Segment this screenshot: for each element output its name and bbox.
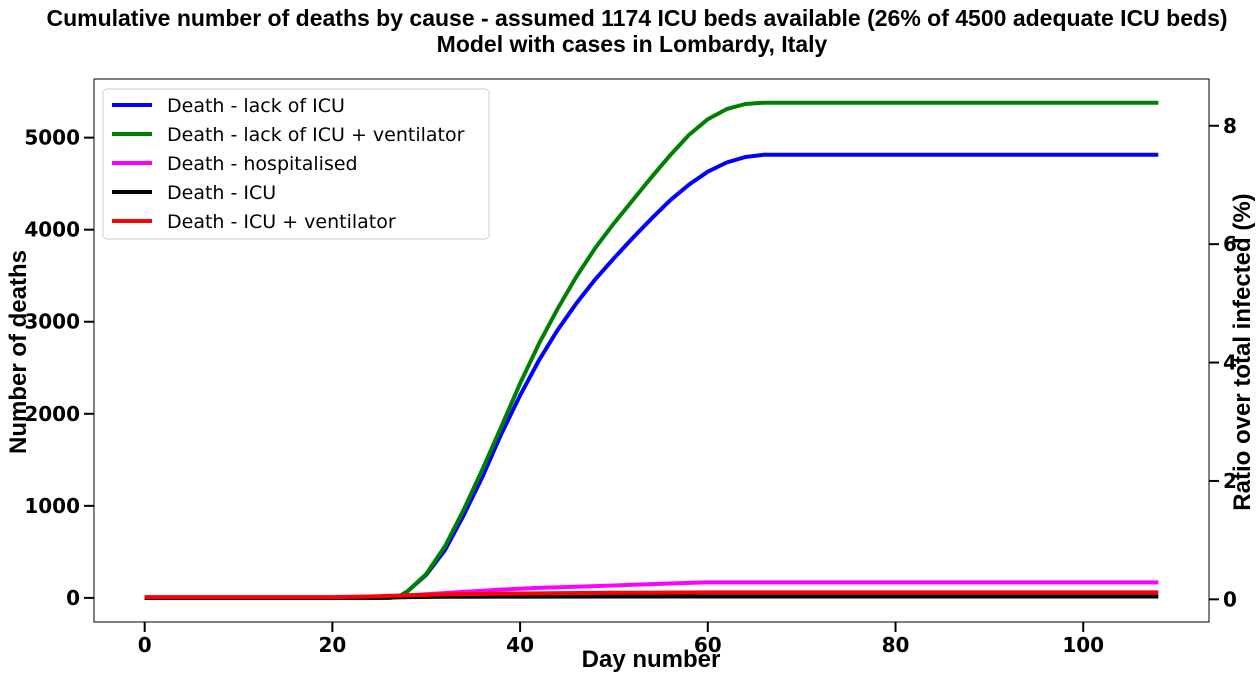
series-layer (144, 100, 1159, 600)
series-line-5 (144, 590, 1159, 600)
plot-frame (93, 78, 1210, 623)
series-line-2 (144, 100, 1159, 600)
legend-label-4: Death - ICU (167, 182, 276, 204)
chart-title: Cumulative number of deaths by cause - a… (46, 5, 1227, 31)
y2-tick-label: 8 (1223, 114, 1237, 138)
legend-box (102, 88, 490, 240)
legend: Death - lack of ICU Death - lack of ICU +… (102, 88, 490, 240)
y-tick-label: 2000 (24, 402, 80, 426)
y-tick-label: 5000 (24, 126, 80, 150)
x-tick-label: 40 (506, 633, 534, 657)
y-tick-label: 1000 (24, 494, 80, 518)
y-tick-label: 4000 (24, 218, 80, 242)
x-tick-label: 0 (138, 633, 152, 657)
legend-label-5: Death - ICU + ventilator (167, 211, 396, 233)
y-tick-label: 3000 (24, 310, 80, 334)
x-tick-label: 20 (318, 633, 346, 657)
y2-tick-label: 0 (1223, 587, 1237, 611)
y2-tick-label: 4 (1223, 351, 1237, 375)
y-tick-label: 0 (66, 586, 80, 610)
x-tick-label: 80 (882, 633, 910, 657)
y2-tick-label: 6 (1223, 232, 1237, 256)
chart-subtitle: Model with cases in Lombardy, Italy (437, 31, 828, 57)
x-tick-label: 100 (1062, 633, 1104, 657)
y-axis-label: Number of deaths (5, 250, 32, 454)
legend-label-3: Death - hospitalised (167, 153, 358, 175)
y2-axis-label: Ratio over total infected (%) (1229, 193, 1256, 510)
legend-label-1: Death - lack of ICU (167, 95, 345, 117)
x-axis-label: Day number (582, 646, 721, 673)
y2-tick-label: 2 (1223, 469, 1237, 493)
legend-label-2: Death - lack of ICU + ventilator (167, 124, 465, 146)
x-tick-label: 60 (694, 633, 722, 657)
